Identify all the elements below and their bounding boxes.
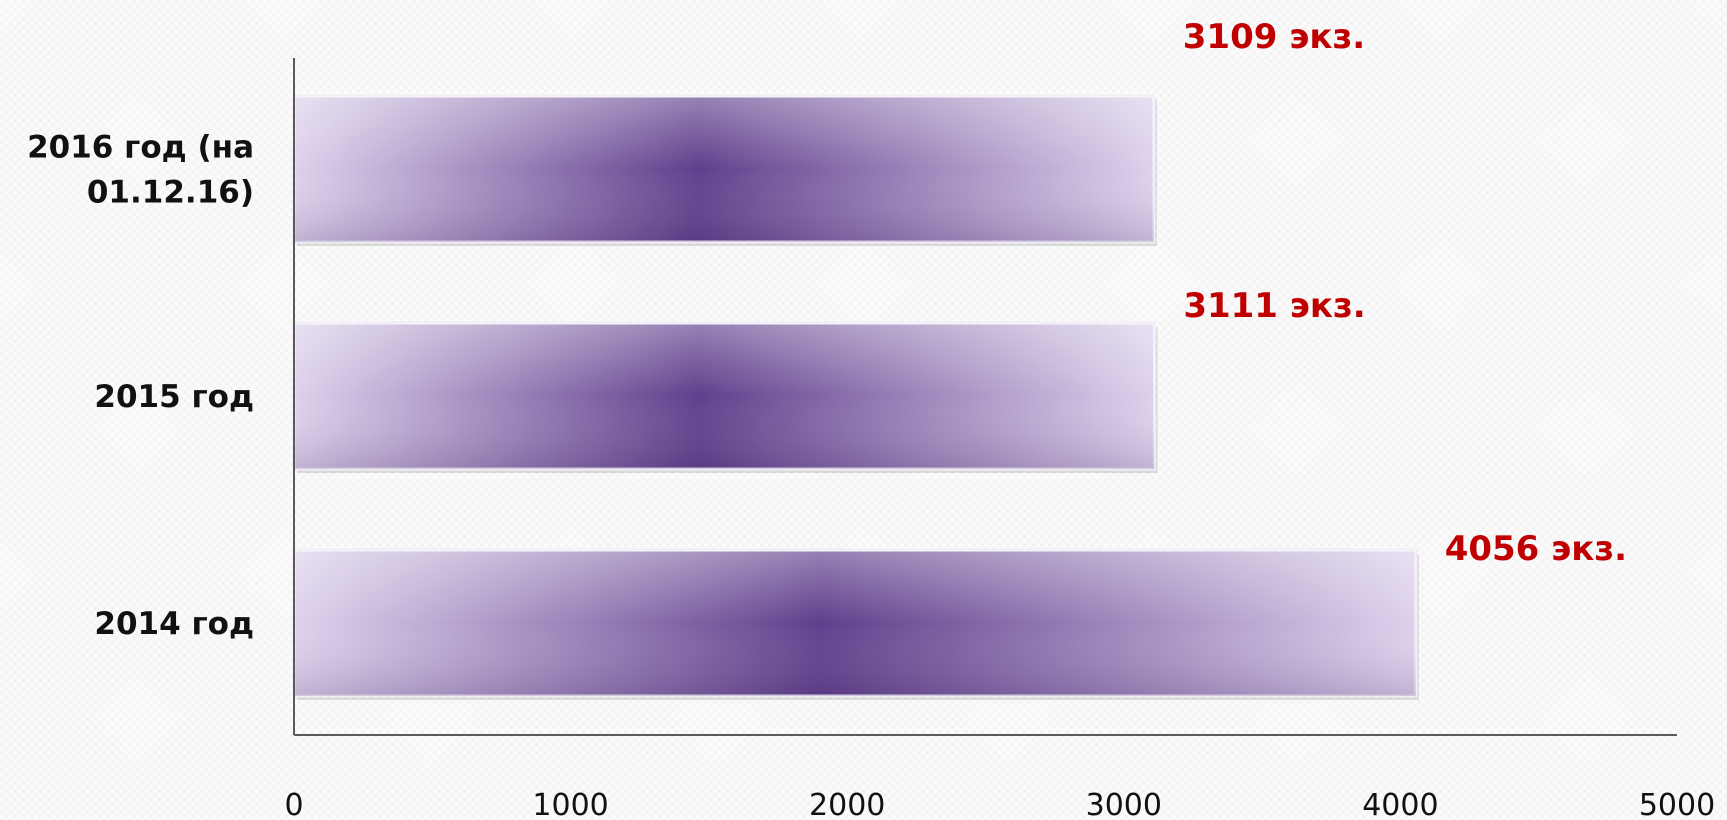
bar-group [292, 548, 1419, 700]
x-tick-label: 3000 [1086, 788, 1162, 820]
axes-layer [293, 58, 1677, 736]
category-label: 2014 год [94, 606, 254, 642]
data-label: 4056 экз. [1445, 529, 1627, 569]
labels-layer: 3109 экз. 2016 год (на 01.12.16) 3111 экз. 2… [27, 17, 1715, 820]
bar-group [292, 321, 1158, 473]
category-label: 2016 год (на 01.12.16) [27, 130, 254, 211]
bar-shade [294, 550, 1416, 696]
category-label: 2015 год [94, 379, 254, 415]
data-label: 3111 экз. [1183, 286, 1365, 326]
bar-shade [294, 96, 1154, 242]
x-tick-label: 4000 [1362, 788, 1438, 820]
bars-layer [292, 94, 1419, 700]
x-tick-label: 5000 [1639, 788, 1715, 820]
x-tick-label: 1000 [532, 788, 608, 820]
bar-shade [294, 323, 1155, 469]
data-label: 3109 экз. [1183, 17, 1365, 57]
x-tick-label: 0 [284, 788, 303, 820]
x-tick-label: 2000 [809, 788, 885, 820]
bar-group [292, 94, 1157, 246]
